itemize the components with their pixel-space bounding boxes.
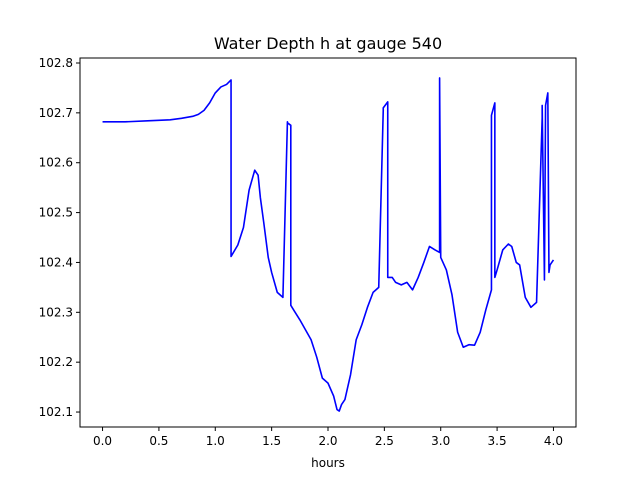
x-axis-label: hours bbox=[311, 456, 345, 470]
y-tick-label: 102.3 bbox=[39, 305, 73, 319]
y-tick-label: 102.2 bbox=[39, 355, 73, 369]
chart-title: Water Depth h at gauge 540 bbox=[214, 34, 442, 53]
x-tick-label: 3.5 bbox=[488, 434, 507, 448]
y-tick-label: 102.7 bbox=[39, 106, 73, 120]
y-tick-label: 102.4 bbox=[39, 255, 73, 269]
y-tick-label: 102.6 bbox=[39, 156, 73, 170]
axes-frame bbox=[79, 57, 577, 428]
x-tick-label: 1.5 bbox=[262, 434, 281, 448]
y-tick-label: 102.8 bbox=[39, 56, 73, 70]
x-tick-label: 3.0 bbox=[431, 434, 450, 448]
plot-area bbox=[102, 77, 555, 412]
x-tick-label: 0.0 bbox=[93, 434, 112, 448]
y-tick-label: 102.5 bbox=[39, 206, 73, 220]
x-tick-label: 4.0 bbox=[544, 434, 563, 448]
x-tick-label: 2.0 bbox=[318, 434, 337, 448]
x-tick-label: 0.5 bbox=[149, 434, 168, 448]
x-tick-label: 2.5 bbox=[375, 434, 394, 448]
series-line-0 bbox=[102, 77, 555, 412]
y-tick-label: 102.1 bbox=[39, 405, 73, 419]
x-tick-label: 1.0 bbox=[206, 434, 225, 448]
axis-ticks: 0.0 0.5 1.0 1.5 2.0 2.5 3.0 3.5 4.0 102.1 102.2 102… bbox=[39, 56, 563, 448]
